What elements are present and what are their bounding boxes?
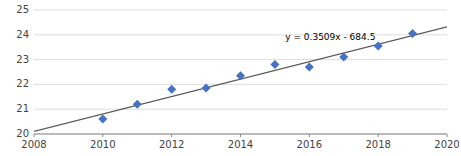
- x-tick: [309, 134, 310, 137]
- annotation: y = 0.3509x - 684.5: [285, 32, 375, 42]
- point: [98, 115, 107, 124]
- y-tick-label: 23: [16, 54, 29, 65]
- marks: [34, 27, 447, 131]
- x-tick-label: 2014: [228, 139, 253, 150]
- point: [133, 100, 142, 109]
- point: [270, 60, 279, 69]
- grid-line: [34, 59, 447, 60]
- x-tick: [171, 134, 172, 137]
- y-tick-label: 21: [16, 103, 29, 114]
- point: [408, 29, 417, 38]
- point: [305, 63, 314, 72]
- x-tick-label: 2016: [297, 139, 322, 150]
- point: [374, 41, 383, 50]
- x-tick: [34, 134, 35, 137]
- x-tick-label: 2008: [21, 139, 46, 150]
- x-tick: [102, 134, 103, 137]
- chart: 20 21 22 23 24 25 2008 2010 2012 2014 2016 2018 2020…: [0, 0, 461, 156]
- grid-line: [34, 34, 447, 35]
- point: [236, 71, 245, 80]
- grid-line: [34, 84, 447, 85]
- y-tick-label: 24: [16, 29, 29, 40]
- point: [339, 53, 348, 62]
- grid-line: [34, 10, 447, 11]
- x-tick-label: 2012: [159, 139, 184, 150]
- y-tick-label: 20: [16, 128, 29, 139]
- trend-line: [34, 27, 447, 131]
- x-tick-label: 2018: [365, 139, 390, 150]
- x-tick: [447, 134, 448, 137]
- y-tick-label: 25: [16, 4, 29, 15]
- grid-line: [34, 109, 447, 110]
- point: [167, 85, 176, 94]
- x-tick-label: 2010: [90, 139, 115, 150]
- point: [202, 84, 211, 93]
- x-tick: [240, 134, 241, 137]
- x-tick-label: 2020: [434, 139, 459, 150]
- x-tick: [378, 134, 379, 137]
- y-tick-label: 22: [16, 78, 29, 89]
